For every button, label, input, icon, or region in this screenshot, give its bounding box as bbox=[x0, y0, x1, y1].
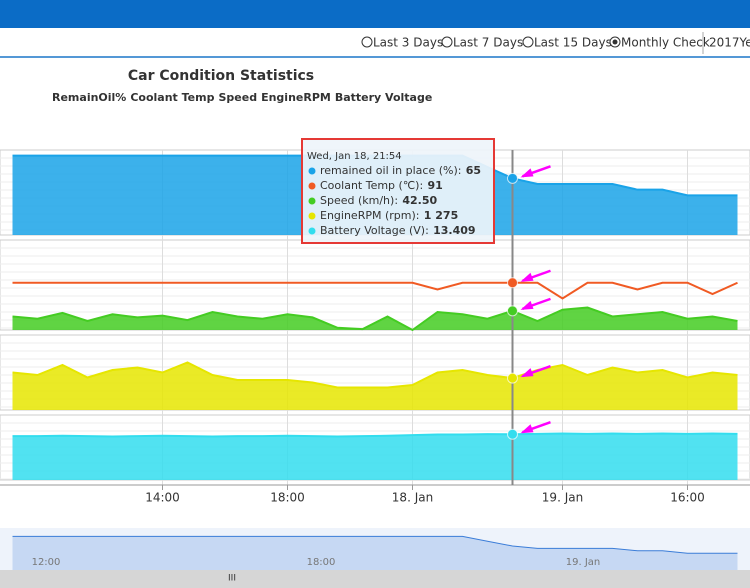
scroll-handle[interactable]: III bbox=[228, 574, 236, 584]
tooltip-label: Coolant Temp (℃) bbox=[320, 179, 419, 192]
legend-item[interactable]: RemainOil% bbox=[52, 91, 126, 104]
series-line bbox=[12, 432, 738, 438]
x-tick-label: 14:00 bbox=[145, 491, 180, 505]
tooltip-dot bbox=[308, 167, 316, 175]
hover-point bbox=[507, 305, 518, 317]
tooltip-label: Speed (km/h) bbox=[320, 194, 394, 207]
annotation-arrowhead bbox=[520, 300, 534, 310]
radio-dot bbox=[612, 39, 618, 45]
option-label[interactable]: Monthly Check bbox=[621, 36, 710, 50]
option-label[interactable]: Last 7 Days bbox=[453, 36, 523, 50]
tooltip-colon: : bbox=[416, 209, 420, 222]
navigator-label: 18:00 bbox=[307, 557, 336, 568]
tooltip-dot bbox=[308, 227, 316, 235]
radio[interactable] bbox=[441, 36, 453, 48]
option-label[interactable]: Last 15 Days bbox=[534, 36, 612, 50]
annotation-arrowhead bbox=[520, 168, 534, 178]
tooltip-value: 42.50 bbox=[402, 194, 437, 207]
tooltip-dot bbox=[308, 212, 316, 220]
x-tick-label: 18. Jan bbox=[392, 491, 433, 505]
radio[interactable] bbox=[522, 36, 534, 48]
area bbox=[12, 362, 738, 410]
tooltip-value: 13.409 bbox=[433, 224, 475, 237]
x-tick-label: 16:00 bbox=[670, 491, 705, 505]
tooltip-label: remained oil in place (%) bbox=[320, 164, 458, 177]
area bbox=[12, 433, 738, 480]
tooltip-value: 65 bbox=[466, 164, 481, 177]
option-label[interactable]: Last 3 Days bbox=[373, 36, 443, 50]
chart-title: Car Condition Statistics bbox=[128, 68, 314, 84]
annotation-arrowhead bbox=[520, 424, 534, 434]
tooltip-label: Battery Voltage (V) bbox=[320, 224, 425, 237]
tooltip-colon: : bbox=[425, 224, 429, 237]
header-bar bbox=[0, 0, 750, 28]
legend-item[interactable]: Coolant Temp bbox=[130, 91, 214, 104]
legend-item[interactable]: Speed bbox=[218, 91, 257, 104]
legend-item[interactable]: EngineRPM bbox=[261, 91, 331, 104]
hover-point bbox=[507, 172, 518, 184]
x-tick-label: 18:00 bbox=[270, 491, 305, 505]
navigator-label: 19. Jan bbox=[566, 557, 601, 568]
series-line bbox=[12, 361, 738, 389]
tooltip-colon: : bbox=[419, 179, 423, 192]
tooltip-colon: : bbox=[394, 194, 398, 207]
tooltip-dot bbox=[308, 197, 316, 205]
series-line bbox=[12, 281, 738, 300]
year-select[interactable]: 2017Ye bbox=[709, 36, 750, 50]
tooltip-colon: : bbox=[458, 164, 462, 177]
x-tick-label: 19. Jan bbox=[542, 491, 583, 505]
tooltip bbox=[301, 138, 495, 244]
radio[interactable] bbox=[361, 36, 373, 48]
navigator-label: 12:00 bbox=[32, 557, 61, 568]
hover-point bbox=[507, 277, 518, 289]
tooltip-dot bbox=[308, 182, 316, 190]
tooltip-title: Wed, Jan 18, 21:54 bbox=[307, 151, 402, 162]
tooltip-value: 1 275 bbox=[424, 209, 458, 222]
navigator-area bbox=[12, 536, 738, 570]
hover-point bbox=[507, 372, 518, 384]
tooltip-label: EngineRPM (rpm) bbox=[320, 209, 416, 222]
series-line bbox=[12, 306, 738, 332]
tooltip-value: 91 bbox=[427, 179, 442, 192]
navigator-line bbox=[12, 535, 738, 554]
legend-item[interactable]: Battery Voltage bbox=[335, 91, 432, 104]
annotation-arrowhead bbox=[520, 272, 534, 282]
annotation-arrowhead bbox=[520, 368, 534, 378]
scrollbar[interactable] bbox=[0, 570, 750, 588]
hover-point bbox=[507, 428, 518, 440]
